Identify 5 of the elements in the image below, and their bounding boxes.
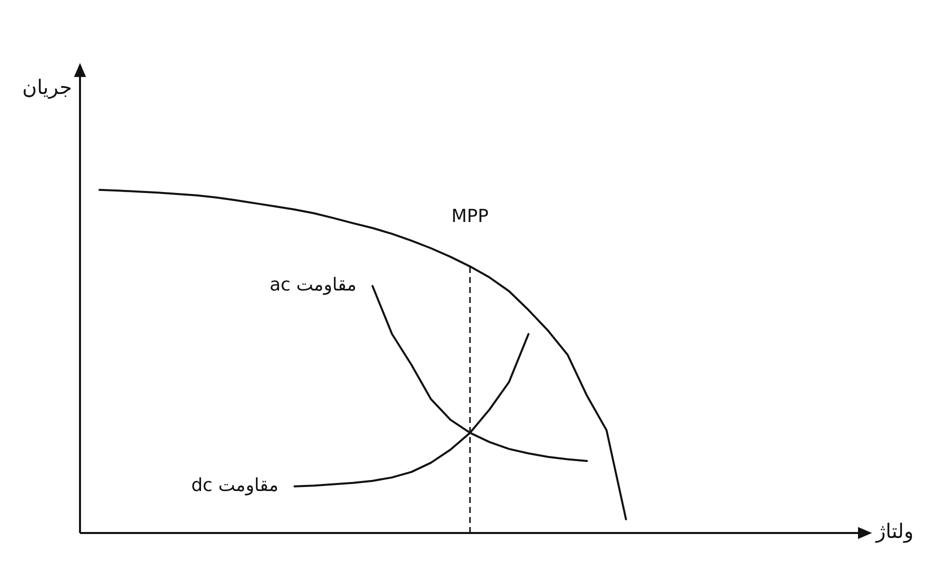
x-axis-title: ولتاژ <box>875 519 914 544</box>
annotation: MPP <box>451 206 489 228</box>
series-label: مقاومت dc <box>191 475 278 496</box>
series-label: مقاومت ac <box>270 274 356 296</box>
y-axis-title: جریان <box>22 75 72 100</box>
